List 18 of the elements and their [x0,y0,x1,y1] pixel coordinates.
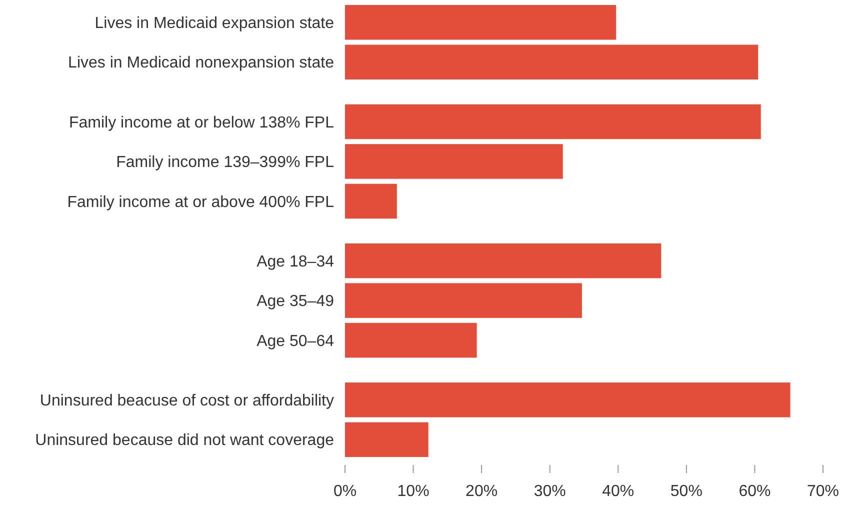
y-tick-label: Family income at or below 138% FPL [69,114,334,132]
x-tick-label: 0% [333,483,357,500]
y-tick-label: Age 50–64 [256,332,334,350]
y-tick-label: Family income 139–399% FPL [116,154,334,172]
x-tick-label: 60% [738,483,771,500]
x-tick-label: 30% [534,483,566,500]
y-tick-label: Age 18–34 [256,253,334,270]
y-tick-label: Lives in Medicaid nonexpansion state [68,54,334,72]
y-tick-label: Family income at or above 400% FPL [67,194,334,211]
x-tick-label: 70% [806,483,840,500]
x-tick-label: 20% [466,483,498,500]
y-tick-label: Lives in Medicaid expansion state [94,14,334,32]
y-tick-label: Age 35–49 [256,293,334,310]
x-tick-label: 10% [397,483,430,500]
y-tick-label: Uninsured because did not want coverage [35,432,334,450]
x-tick-label: 40% [602,483,634,500]
x-tick-label: 50% [670,483,702,500]
y-tick-label: Uninsured beacuse of cost or affordability [40,392,334,410]
